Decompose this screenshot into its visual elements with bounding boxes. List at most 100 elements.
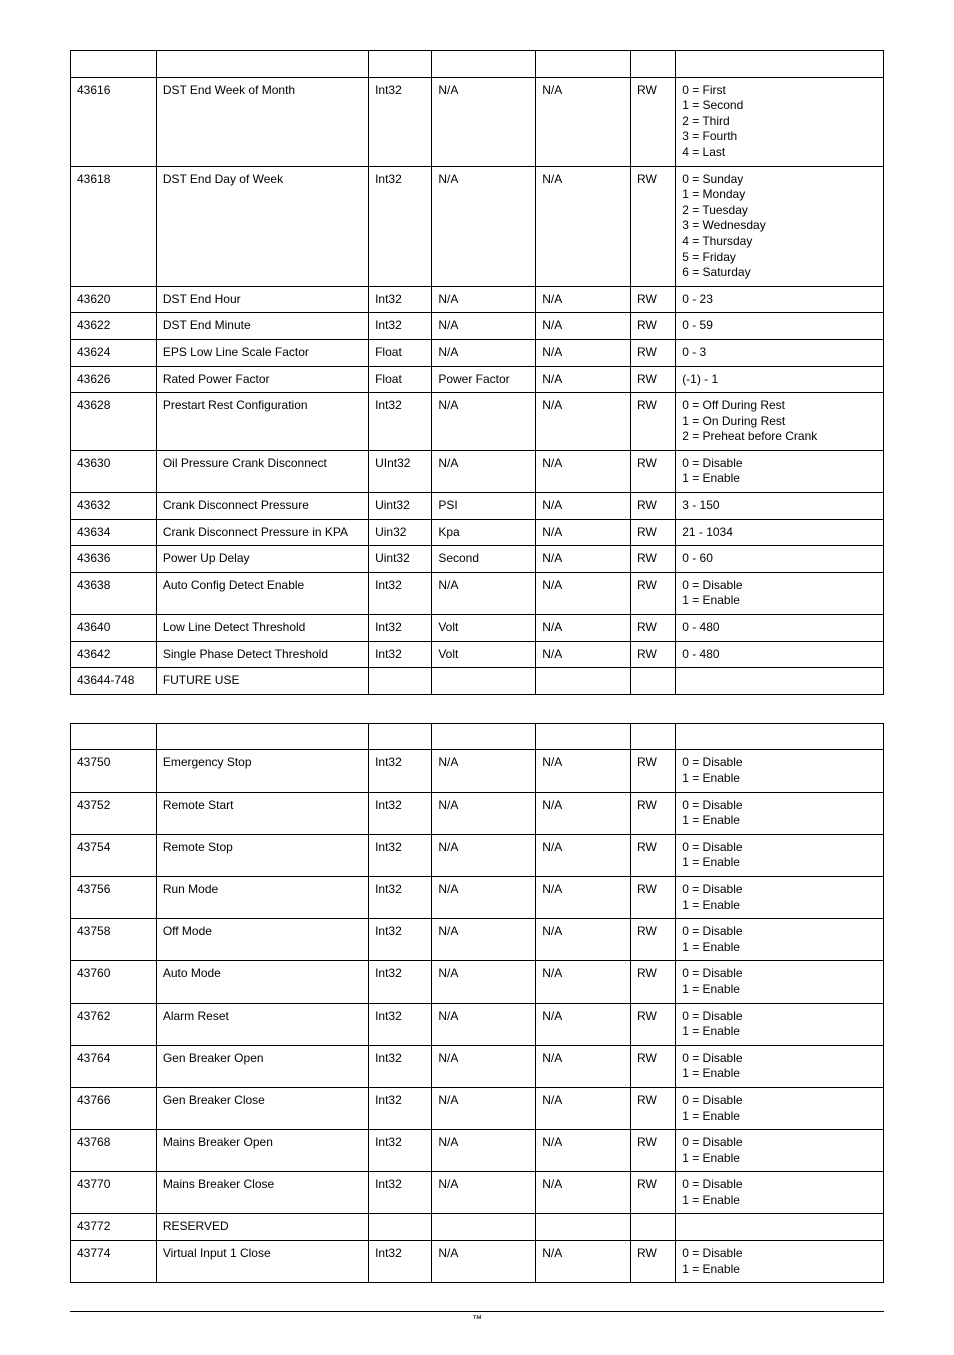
cell-scale: N/A xyxy=(536,546,631,573)
cell-type: UInt32 xyxy=(369,450,432,492)
cell-desc: Auto Mode xyxy=(156,961,368,1003)
cell-unit: N/A xyxy=(432,1003,536,1045)
cell-desc: DST End Day of Week xyxy=(156,166,368,286)
cell-scale: N/A xyxy=(536,1045,631,1087)
cell-desc: Prestart Rest Configuration xyxy=(156,393,368,451)
cell-rw: RW xyxy=(631,1045,676,1087)
cell-desc: Virtual Input 1 Close xyxy=(156,1241,368,1283)
cell-range: 0 = Disable1 = Enable xyxy=(676,1087,884,1129)
cell-reg: 43630 xyxy=(71,450,157,492)
cell-type xyxy=(369,668,432,695)
cell-rw: RW xyxy=(631,166,676,286)
cell-reg: 43618 xyxy=(71,166,157,286)
table-row: 43626Rated Power FactorFloatPower Factor… xyxy=(71,366,884,393)
cell-range: 0 - 480 xyxy=(676,641,884,668)
cell-desc xyxy=(156,51,368,78)
cell-desc: DST End Week of Month xyxy=(156,77,368,166)
cell-range: 0 = Disable1 = Enable xyxy=(676,1045,884,1087)
cell-desc: Power Up Delay xyxy=(156,546,368,573)
cell-type: Float xyxy=(369,339,432,366)
cell-desc: EPS Low Line Scale Factor xyxy=(156,339,368,366)
table-row: 43770Mains Breaker CloseInt32N/AN/ARW0 =… xyxy=(71,1172,884,1214)
cell-reg: 43758 xyxy=(71,919,157,961)
cell-rw: RW xyxy=(631,519,676,546)
cell-type: Int32 xyxy=(369,393,432,451)
footer-text: ™ xyxy=(70,1312,884,1325)
cell-desc: Emergency Stop xyxy=(156,750,368,792)
cell-desc: DST End Minute xyxy=(156,313,368,340)
cell-rw: RW xyxy=(631,1087,676,1129)
cell-type: Int32 xyxy=(369,1172,432,1214)
cell-unit: N/A xyxy=(432,77,536,166)
cell-scale xyxy=(536,668,631,695)
cell-rw: RW xyxy=(631,876,676,918)
cell-desc: Run Mode xyxy=(156,876,368,918)
cell-range: (-1) - 1 xyxy=(676,366,884,393)
cell-type: Int32 xyxy=(369,876,432,918)
cell-type xyxy=(369,723,432,750)
cell-type: Int32 xyxy=(369,572,432,614)
cell-scale: N/A xyxy=(536,792,631,834)
cell-reg: 43640 xyxy=(71,615,157,642)
table-row: 43638Auto Config Detect EnableInt32N/AN/… xyxy=(71,572,884,614)
cell-desc: Alarm Reset xyxy=(156,1003,368,1045)
cell-range: 0 = Disable1 = Enable xyxy=(676,1241,884,1283)
cell-rw: RW xyxy=(631,615,676,642)
cell-range xyxy=(676,723,884,750)
cell-reg: 43770 xyxy=(71,1172,157,1214)
cell-scale: N/A xyxy=(536,77,631,166)
cell-desc: Crank Disconnect Pressure xyxy=(156,493,368,520)
cell-scale: N/A xyxy=(536,519,631,546)
table-row: 43766Gen Breaker CloseInt32N/AN/ARW0 = D… xyxy=(71,1087,884,1129)
cell-rw: RW xyxy=(631,546,676,573)
cell-rw: RW xyxy=(631,393,676,451)
cell-scale: N/A xyxy=(536,1130,631,1172)
cell-range: 0 - 59 xyxy=(676,313,884,340)
table-row: 43768Mains Breaker OpenInt32N/AN/ARW0 = … xyxy=(71,1130,884,1172)
cell-scale: N/A xyxy=(536,286,631,313)
cell-type: Int32 xyxy=(369,286,432,313)
cell-reg: 43774 xyxy=(71,1241,157,1283)
cell-type: Int32 xyxy=(369,919,432,961)
cell-unit: N/A xyxy=(432,313,536,340)
cell-type: Int32 xyxy=(369,792,432,834)
cell-range: 0 = Disable1 = Enable xyxy=(676,572,884,614)
cell-range xyxy=(676,1214,884,1241)
cell-desc: Mains Breaker Open xyxy=(156,1130,368,1172)
cell-unit xyxy=(432,1214,536,1241)
cell-type: Int32 xyxy=(369,313,432,340)
cell-reg: 43642 xyxy=(71,641,157,668)
cell-reg: 43626 xyxy=(71,366,157,393)
cell-reg xyxy=(71,51,157,78)
cell-desc: Remote Start xyxy=(156,792,368,834)
cell-reg: 43628 xyxy=(71,393,157,451)
cell-unit: Volt xyxy=(432,641,536,668)
cell-reg xyxy=(71,723,157,750)
cell-desc: Auto Config Detect Enable xyxy=(156,572,368,614)
cell-unit: N/A xyxy=(432,572,536,614)
cell-range: 0 - 60 xyxy=(676,546,884,573)
cell-unit: N/A xyxy=(432,286,536,313)
cell-reg: 43644-748 xyxy=(71,668,157,695)
table-row: 43762Alarm ResetInt32N/AN/ARW0 = Disable… xyxy=(71,1003,884,1045)
cell-scale xyxy=(536,51,631,78)
table-row: 43760Auto ModeInt32N/AN/ARW0 = Disable1 … xyxy=(71,961,884,1003)
cell-type: Uint32 xyxy=(369,546,432,573)
cell-desc: Crank Disconnect Pressure in KPA xyxy=(156,519,368,546)
cell-scale: N/A xyxy=(536,339,631,366)
table-row: 43636Power Up DelayUint32SecondN/ARW0 - … xyxy=(71,546,884,573)
cell-desc: RESERVED xyxy=(156,1214,368,1241)
cell-reg: 43632 xyxy=(71,493,157,520)
cell-rw xyxy=(631,51,676,78)
cell-unit: Volt xyxy=(432,615,536,642)
cell-reg: 43754 xyxy=(71,834,157,876)
cell-scale: N/A xyxy=(536,493,631,520)
table-row: 43758Off ModeInt32N/AN/ARW0 = Disable1 =… xyxy=(71,919,884,961)
cell-desc: Gen Breaker Close xyxy=(156,1087,368,1129)
cell-scale: N/A xyxy=(536,1087,631,1129)
cell-rw: RW xyxy=(631,1003,676,1045)
cell-desc xyxy=(156,723,368,750)
cell-reg: 43764 xyxy=(71,1045,157,1087)
cell-range: 0 = Disable1 = Enable xyxy=(676,834,884,876)
cell-unit: N/A xyxy=(432,750,536,792)
